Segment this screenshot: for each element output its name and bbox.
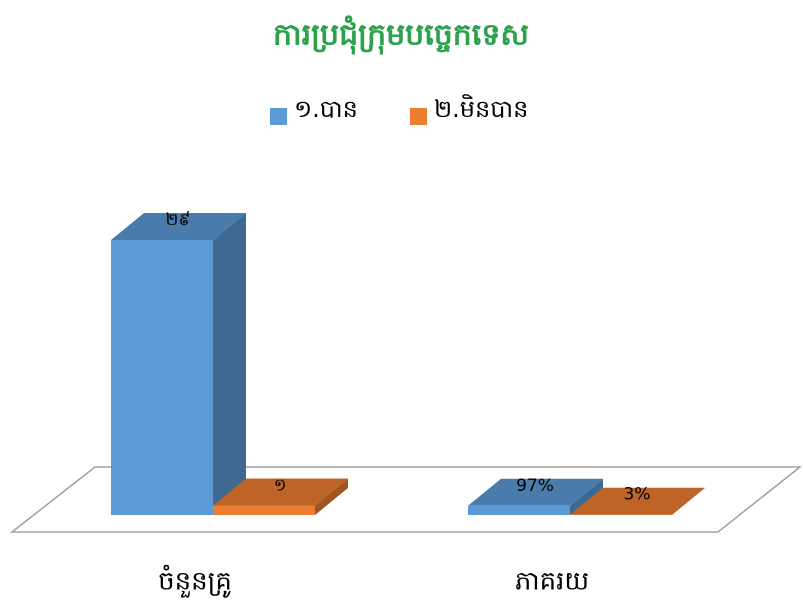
data-label: 3%	[624, 485, 651, 505]
legend-swatch	[410, 108, 427, 125]
bar	[468, 505, 570, 515]
chart-title: ការប្រជុំក្រុមបច្ចេកទេស	[273, 15, 529, 56]
bar-side	[315, 478, 348, 515]
data-label: ១	[274, 476, 287, 496]
bar-top	[570, 487, 705, 515]
bar-top	[213, 478, 348, 506]
bar-top	[111, 213, 246, 240]
bar	[213, 505, 315, 515]
bar	[111, 240, 213, 515]
legend-swatch	[270, 108, 287, 125]
bar-top	[468, 478, 603, 506]
x-tick-label: ភាគរយ	[515, 567, 589, 597]
bar-side	[672, 487, 705, 515]
bar-side	[570, 478, 603, 515]
legend-label: ២.មិនបាន	[434, 94, 528, 123]
x-tick-label: ចំនួនគ្រូ	[158, 565, 232, 599]
data-label: ២៩	[166, 210, 191, 230]
legend-label: ១.បាន	[294, 95, 358, 123]
bar-side	[213, 213, 246, 515]
data-label: 97%	[516, 476, 554, 496]
